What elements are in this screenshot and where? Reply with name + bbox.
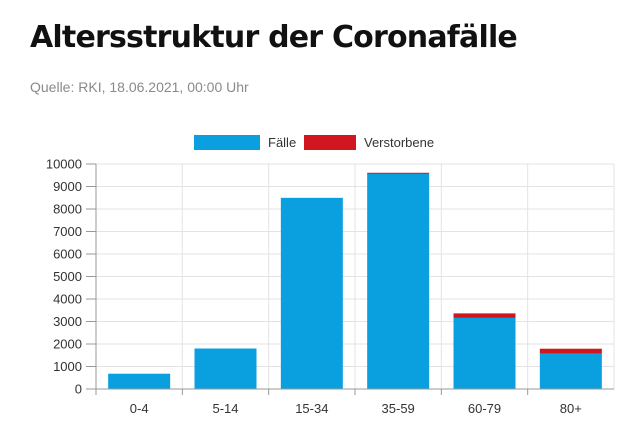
y-tick-label: 7000 [53,224,82,239]
legend-swatch-faelle [194,135,260,150]
page-title: Altersstruktur der Coronafälle [30,20,518,55]
y-tick-label: 4000 [53,292,82,307]
y-tick-label: 2000 [53,337,82,352]
y-tick-label: 9000 [53,179,82,194]
faelle-bar [194,348,257,389]
legend-label-verstorbene: Verstorbene [364,135,434,150]
bars-layer [108,172,602,389]
x-tick-label: 0-4 [130,401,149,416]
verstorbene-bar [539,348,602,354]
legend-label-faelle: Fälle [268,135,296,150]
y-tick-label: 3000 [53,314,82,329]
grid-layer [95,163,615,390]
x-tick-label: 15-34 [295,401,328,416]
y-tick-label: 10000 [46,157,82,172]
faelle-bar [367,173,430,389]
y-tick-label: 5000 [53,269,82,284]
faelle-bar [539,353,602,389]
legend: Fälle Verstorbene [194,135,434,150]
x-tick-label: 60-79 [468,401,501,416]
faelle-bar [280,197,343,389]
x-tick-label: 5-14 [212,401,238,416]
legend-swatch-verstorbene [304,135,356,150]
y-tick-label: 1000 [53,359,82,374]
y-tick-label: 0 [75,382,82,397]
y-tick-label: 8000 [53,202,82,217]
faelle-bar [108,373,171,389]
x-tick-label: 80+ [560,401,582,416]
verstorbene-bar [367,172,430,174]
faelle-bar [453,317,516,389]
y-tick-label: 6000 [53,247,82,262]
x-tick-label: 35-59 [382,401,415,416]
source-line: Quelle: RKI, 18.06.2021, 00:00 Uhr [30,79,249,95]
verstorbene-bar [453,313,516,318]
axis-layer: 0 1000 2000 3000 4000 5000 6000 7000 8000 9000 100… [46,157,614,416]
